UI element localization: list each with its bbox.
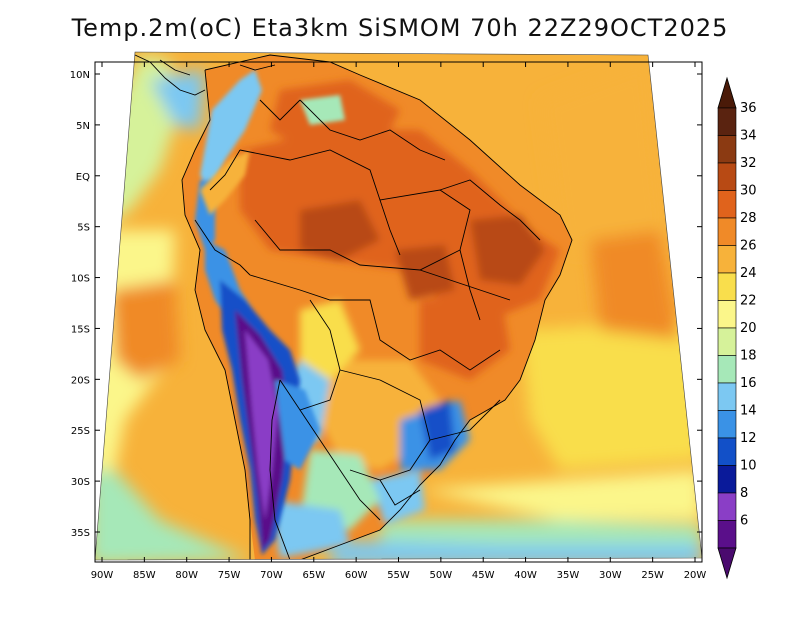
colorbar-label: 18 xyxy=(740,349,757,364)
lat-tick-label: 35S xyxy=(71,528,90,539)
colorbar-bottom-arrow xyxy=(717,547,737,580)
colorbar-swatch xyxy=(717,162,737,191)
colorbar-label: 6 xyxy=(740,514,748,529)
hot-central xyxy=(395,245,455,300)
lat-tick-label: 5N xyxy=(76,121,90,132)
pacific-warm-patch xyxy=(110,280,180,380)
cold-patagonia xyxy=(270,500,350,558)
warm-central-brazil xyxy=(420,290,510,380)
lon-tick-label: 30W xyxy=(599,570,622,581)
lon-tick-label: 70W xyxy=(260,570,283,581)
lon-tick-label: 35W xyxy=(557,570,580,581)
map-field xyxy=(95,52,702,560)
lat-tick-label: EQ xyxy=(76,172,90,183)
lon-tick-label: 40W xyxy=(514,570,537,581)
colorbar-label: 14 xyxy=(740,404,757,419)
colorbar-label: 12 xyxy=(740,431,757,446)
lon-tick-label: 65W xyxy=(302,570,325,581)
lon-tick-label: 55W xyxy=(387,570,410,581)
colorbar-label: 30 xyxy=(740,184,757,199)
pacific-cold-patch xyxy=(150,70,205,130)
lon-tick-group: 90W 85W 80W 75W 70W 65W 60W 55W 50W 45W 40W 35W 30W 2… xyxy=(91,62,707,581)
colorbar-swatch xyxy=(717,190,737,219)
cool-uruguay xyxy=(370,470,425,525)
colorbar-label: 22 xyxy=(740,294,757,309)
colorbar: 36 34 32 30 28 26 24 22 20 18 16 14 12 10 8 6 xyxy=(717,76,757,580)
colorbar-label: 36 xyxy=(740,101,757,116)
lon-tick-label: 20W xyxy=(684,570,707,581)
colorbar-swatch xyxy=(717,382,737,411)
lat-tick-label: 5S xyxy=(77,223,90,234)
colorbar-swatch xyxy=(717,272,737,301)
lon-tick-label: 80W xyxy=(175,570,198,581)
lon-tick-label: 60W xyxy=(345,570,368,581)
colorbar-label: 10 xyxy=(740,459,757,474)
lat-tick-label: 10S xyxy=(71,274,90,285)
mild-chaco xyxy=(300,300,360,380)
lat-tick-group: 10N 5N EQ 5S 10S 15S 20S 25S 30S 35S xyxy=(70,70,702,539)
colorbar-label: 8 xyxy=(740,486,748,501)
colorbar-swatch xyxy=(717,465,737,494)
cold-south-brazil xyxy=(420,400,455,460)
colorbar-swatch xyxy=(717,107,737,136)
map-title: Temp.2m(oC) Eta3km SiSMOM 70h 22Z29OCT20… xyxy=(71,14,729,42)
lon-tick-label: 90W xyxy=(91,570,114,581)
andes-ridge xyxy=(195,70,320,555)
colorbar-swatch xyxy=(717,355,737,384)
pacific-southern-band xyxy=(95,470,250,560)
lat-tick-label: 30S xyxy=(71,477,90,488)
colorbar-label: 20 xyxy=(740,321,757,336)
hot-amazon xyxy=(300,200,380,260)
lat-tick-label: 20S xyxy=(71,375,90,386)
colorbar-swatch xyxy=(717,410,737,439)
colorbar-swatch xyxy=(717,492,737,521)
atlantic-warm-patch xyxy=(590,230,680,340)
colorbar-label: 26 xyxy=(740,239,757,254)
colorbar-label: 32 xyxy=(740,156,757,171)
atlantic-south-band xyxy=(420,470,702,520)
lon-tick-label: 85W xyxy=(133,570,156,581)
lat-tick-label: 15S xyxy=(71,324,90,335)
country-borders xyxy=(181,54,573,560)
lon-tick-label: 25W xyxy=(641,570,664,581)
atlantic-mid-band xyxy=(520,320,702,470)
lon-tick-label: 50W xyxy=(430,570,453,581)
colorbar-label: 34 xyxy=(740,129,757,144)
colorbar-label: 16 xyxy=(740,376,757,391)
lat-tick-label: 25S xyxy=(71,426,90,437)
lon-tick-label: 75W xyxy=(218,570,241,581)
lon-tick-label: 45W xyxy=(472,570,495,581)
colorbar-swatch xyxy=(717,300,737,329)
atlantic-north-band xyxy=(540,60,670,260)
hottest-northeast xyxy=(470,215,545,285)
colorbar-swatch xyxy=(717,245,737,274)
colorbar-swatch xyxy=(717,327,737,356)
colorbar-swatch xyxy=(717,135,737,164)
colorbar-swatch xyxy=(717,437,737,466)
colorbar-swatch xyxy=(717,520,737,549)
colorbar-label: 28 xyxy=(740,211,757,226)
colorbar-top-arrow xyxy=(717,76,737,109)
colorbar-swatch xyxy=(717,217,737,246)
colorbar-label: 24 xyxy=(740,266,757,281)
lat-tick-label: 10N xyxy=(70,70,90,81)
